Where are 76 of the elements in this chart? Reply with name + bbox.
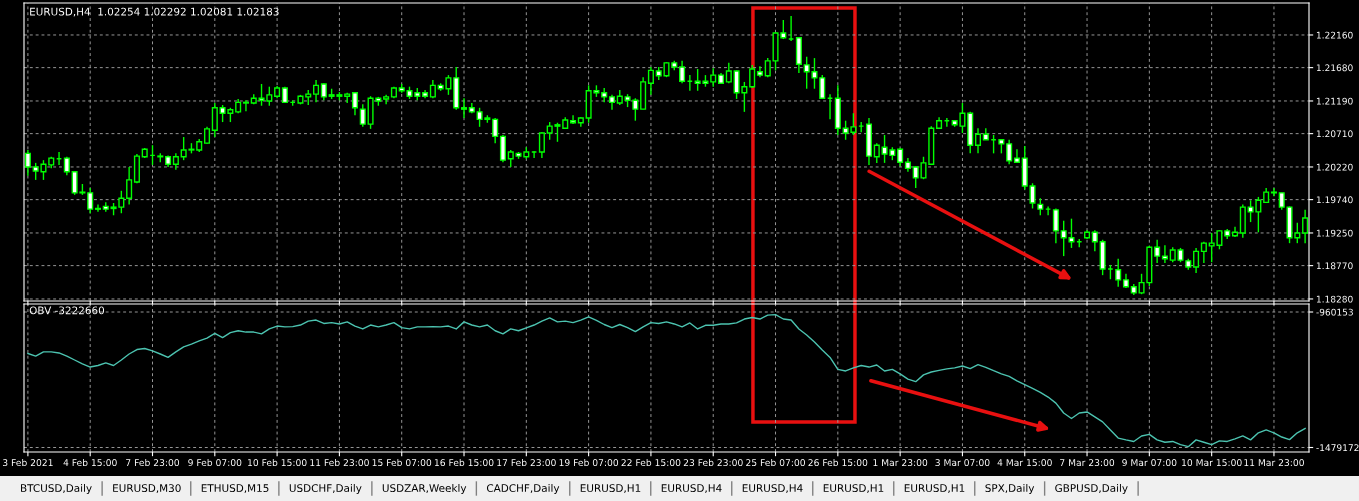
candlestick (351, 91, 359, 116)
x-tick-label: 10 Mar 15:00 (1182, 459, 1242, 467)
x-tick-label: 17 Feb 23:00 (497, 458, 556, 467)
text: BTCUSD,Daily (21, 483, 92, 495)
candlestick (647, 66, 654, 96)
x-tick-label: 1 Mar 23:00 (873, 459, 928, 467)
x-tick-label: 9 Mar 07:00 (1122, 459, 1177, 467)
candlestick (313, 79, 320, 104)
candlestick (873, 142, 880, 164)
y-tick-label: 1.21680 (1316, 64, 1353, 72)
text: ETHUSD,M15 (201, 484, 269, 494)
candlestick (1154, 239, 1161, 264)
x-tick-label: 7 Mar 23:00 (1060, 459, 1115, 467)
candlestick (460, 97, 468, 119)
candlestick (1115, 258, 1122, 288)
y-tick-label: 1.20220 (1316, 163, 1353, 171)
x-tick-label: 3 Feb 2021 (2, 458, 53, 467)
text: EURUSD,H4 (742, 484, 803, 494)
x-tick-label: 26 Feb 15:00 (808, 458, 868, 467)
text: USDZAR,Weekly (382, 483, 467, 495)
x-tick-label: 23 Feb 23:00 (683, 458, 743, 467)
x-tick-label: 3 Mar 07:00 (935, 459, 990, 467)
x-tick-label: 9 Feb 07:00 (188, 458, 242, 467)
x-tick-label: 4 Feb 15:00 (63, 458, 117, 467)
chart-title: EURUSD,H4 1.02254 1.02292 1.02081 1.02183 (30, 7, 279, 17)
x-tick-label: 10 Feb 15:00 (248, 458, 307, 467)
text: EURUSD,H1 (823, 484, 884, 494)
candlestick (710, 67, 717, 88)
candlestick (1161, 244, 1168, 264)
candlestick (499, 134, 506, 163)
candlestick (87, 187, 94, 214)
x-tick-label: 16 Feb 15:00 (434, 458, 494, 467)
x-tick-label: 15 Feb 07:00 (372, 458, 432, 467)
candlestick (1006, 139, 1013, 165)
text: EURUSD,M30 (113, 484, 181, 494)
candlestick (242, 99, 249, 112)
text: SPX,Daily (985, 483, 1035, 495)
candlestick (1270, 187, 1277, 197)
candlestick (211, 102, 218, 138)
y-tick-label: 1.22160 (1316, 31, 1353, 39)
text: GBPUSD,Daily (1055, 483, 1128, 495)
y-tick-label: 1.19250 (1316, 229, 1353, 237)
x-tick-label: 7 Feb 23:00 (126, 458, 180, 467)
text: USDCHF,Daily (289, 483, 362, 495)
text: EURUSD,H1 (904, 484, 965, 494)
candlestick (1193, 247, 1200, 274)
x-tick-label: 19 Feb 07:00 (559, 458, 619, 467)
candlestick (897, 147, 904, 167)
x-tick-label: 25 Feb 07:00 (746, 458, 805, 467)
x-tick-label: 11 Mar 23:00 (1244, 459, 1304, 467)
text: EURUSD,H4 (661, 484, 722, 494)
text: CADCHF,Daily (486, 483, 560, 495)
candlestick (492, 117, 499, 144)
candlestick (679, 60, 686, 84)
y-tick-label: 1.18280 (1316, 295, 1353, 303)
y-tick-label: 1.18770 (1316, 262, 1353, 270)
candlestick (1052, 207, 1059, 244)
candlestick (359, 103, 366, 128)
candlestick (570, 114, 577, 125)
y-tick-label: 1.20710 (1316, 130, 1353, 138)
text: EURUSD,H1 (580, 484, 641, 494)
candlestick (749, 64, 756, 89)
y-tick-label: 1.19740 (1316, 196, 1353, 204)
y-tick-label: -1479172 (1316, 444, 1359, 452)
y-tick-label: -960153 (1316, 308, 1353, 316)
candlestick (1091, 229, 1098, 253)
chart-title: OBV -3222660 (29, 306, 105, 315)
candlestick (126, 166, 133, 206)
candlestick (538, 131, 545, 159)
y-tick-label: 1.21190 (1316, 97, 1353, 105)
x-tick-label: 4 Mar 15:00 (997, 459, 1052, 467)
x-tick-label: 22 Feb 15:00 (621, 458, 681, 467)
candlestick (974, 127, 982, 155)
candlestick (94, 203, 102, 213)
line-series (27, 313, 1306, 448)
x-tick-label: 11 Feb 23:00 (310, 458, 369, 467)
